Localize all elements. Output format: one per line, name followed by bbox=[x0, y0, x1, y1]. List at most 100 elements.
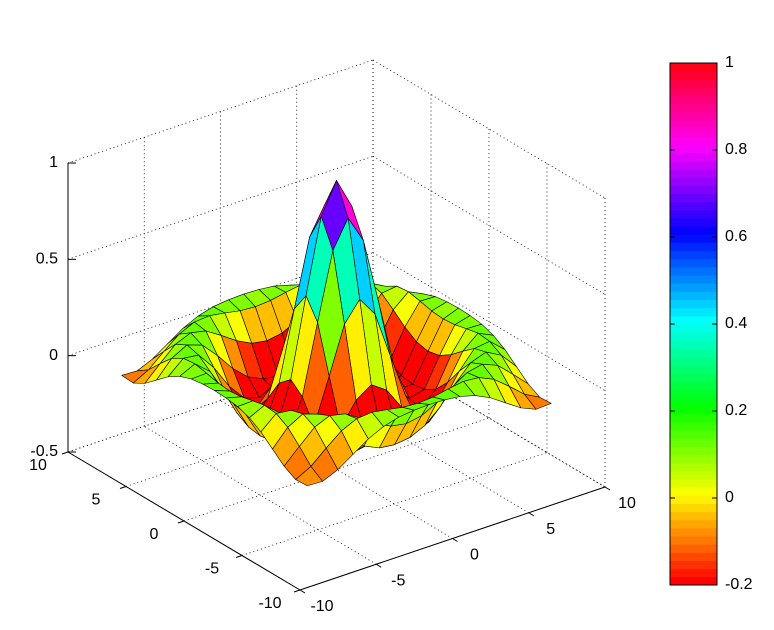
colorbar-swatch bbox=[670, 511, 717, 521]
grid-line bbox=[372, 59, 606, 199]
colorbar-swatch bbox=[670, 348, 717, 358]
colorbar-swatch bbox=[670, 356, 717, 366]
colorbar-swatch bbox=[670, 217, 717, 227]
grid-line bbox=[241, 452, 548, 556]
colorbar-swatch bbox=[670, 478, 717, 488]
colorbar-swatch bbox=[670, 503, 717, 513]
colorbar-swatch bbox=[670, 185, 717, 194]
colorbar-swatch bbox=[670, 495, 717, 504]
colorbar-tick-label: 1 bbox=[725, 54, 734, 71]
y-tick bbox=[119, 486, 127, 489]
x-tick bbox=[375, 563, 382, 568]
x-tick-label: 10 bbox=[618, 495, 636, 512]
y-tick-label: -10 bbox=[258, 595, 281, 612]
y-tick-label: -5 bbox=[205, 561, 219, 578]
colorbar-swatch bbox=[670, 234, 717, 243]
colorbar-swatch bbox=[670, 209, 717, 219]
colorbar: -0.2 0 0.2 0.4 0.6 0.8 1 bbox=[669, 54, 753, 593]
x-tick-label: 0 bbox=[470, 547, 479, 564]
y-tick-label: 10 bbox=[29, 457, 47, 474]
colorbar-swatch bbox=[670, 79, 717, 88]
colorbar-swatch bbox=[670, 299, 717, 309]
colorbar-swatch bbox=[670, 152, 717, 162]
colorbar-swatch bbox=[670, 568, 717, 578]
colorbar-swatch bbox=[670, 120, 717, 129]
x-tick-label: -10 bbox=[310, 598, 333, 615]
colorbar-swatch bbox=[670, 430, 717, 439]
colorbar-swatch bbox=[670, 291, 717, 301]
colorbar-swatch bbox=[670, 103, 717, 113]
colorbar-swatch bbox=[670, 552, 717, 562]
colorbar-swatch bbox=[670, 258, 717, 268]
z-tick-label: -0.5 bbox=[30, 443, 58, 460]
colorbar-swatch bbox=[670, 201, 717, 211]
colorbar-swatch bbox=[670, 397, 717, 407]
y-tick bbox=[235, 555, 243, 558]
colorbar-swatch bbox=[670, 438, 717, 447]
colorbar-swatch bbox=[670, 283, 717, 292]
colorbar-swatch bbox=[670, 389, 717, 398]
x-tick-label: 5 bbox=[546, 521, 555, 538]
colorbar-swatch bbox=[670, 63, 717, 72]
colorbar-tick-label: 0.6 bbox=[725, 228, 747, 245]
colorbar-swatch bbox=[670, 487, 717, 496]
colorbar-tick-label: -0.2 bbox=[725, 576, 753, 593]
colorbar-swatch bbox=[670, 560, 717, 570]
colorbar-swatch bbox=[670, 275, 717, 284]
colorbar-swatch bbox=[670, 470, 717, 480]
colorbar-swatch bbox=[670, 136, 717, 146]
z-tick-label: 0 bbox=[49, 347, 58, 364]
colorbar-swatch bbox=[670, 71, 717, 80]
colorbar-swatch bbox=[670, 111, 717, 121]
colorbar-swatch bbox=[670, 527, 717, 537]
colorbar-swatch bbox=[670, 160, 717, 170]
colorbar-swatch bbox=[670, 307, 717, 317]
colorbar-swatch bbox=[670, 87, 717, 97]
x-tick bbox=[528, 512, 535, 517]
colorbar-tick-label: 0.4 bbox=[725, 315, 747, 332]
grid-line bbox=[372, 155, 606, 295]
colorbar-swatch bbox=[670, 576, 717, 586]
colorbar-swatch bbox=[670, 226, 717, 235]
colorbar-swatch bbox=[670, 340, 717, 349]
colorbar-swatch bbox=[670, 462, 717, 472]
surface-face bbox=[295, 466, 323, 487]
colorbar-swatch bbox=[670, 242, 717, 252]
x-tick-label: -5 bbox=[391, 572, 405, 589]
colorbar-swatch bbox=[670, 413, 717, 423]
colorbar-swatch bbox=[670, 315, 717, 325]
y-tick-label: 5 bbox=[92, 492, 101, 509]
surface bbox=[121, 180, 552, 487]
z-tick-label: 1 bbox=[49, 154, 58, 171]
colorbar-swatch bbox=[670, 381, 717, 390]
axes: -0.5 0 0.5 1 -10 -5 0 5 10 -10 -5 0 5 10 bbox=[29, 154, 636, 615]
colorbar-swatch bbox=[670, 324, 717, 333]
y-tick-label: 0 bbox=[150, 526, 159, 543]
colorbar-swatch bbox=[670, 95, 717, 105]
colorbar-swatch bbox=[670, 144, 717, 154]
colorbar-swatch bbox=[670, 454, 717, 464]
colorbar-swatch bbox=[670, 128, 717, 137]
colorbar-swatch bbox=[670, 177, 717, 186]
colorbar-tick-label: 0 bbox=[725, 489, 734, 506]
x-tick bbox=[299, 589, 306, 594]
grid-line bbox=[67, 155, 374, 260]
x-tick bbox=[452, 538, 458, 542]
grid-line bbox=[372, 252, 606, 392]
colorbar-swatch bbox=[670, 193, 717, 203]
colorbar-swatch bbox=[670, 169, 717, 178]
colorbar-swatch bbox=[670, 421, 717, 431]
colorbar-tick-label: 0.8 bbox=[725, 141, 747, 158]
colorbar-swatch bbox=[670, 332, 717, 341]
y-tick bbox=[293, 589, 301, 593]
y-tick bbox=[61, 451, 69, 455]
colorbar-swatch bbox=[670, 536, 717, 545]
colorbar-tick-label: 0.2 bbox=[725, 402, 747, 419]
colorbar-swatch bbox=[670, 544, 717, 553]
colorbar-swatch bbox=[670, 364, 717, 374]
x-tick bbox=[604, 486, 611, 491]
colorbar-swatch bbox=[670, 519, 717, 529]
z-tick-label: 0.5 bbox=[36, 251, 58, 268]
colorbar-swatch bbox=[670, 266, 717, 276]
